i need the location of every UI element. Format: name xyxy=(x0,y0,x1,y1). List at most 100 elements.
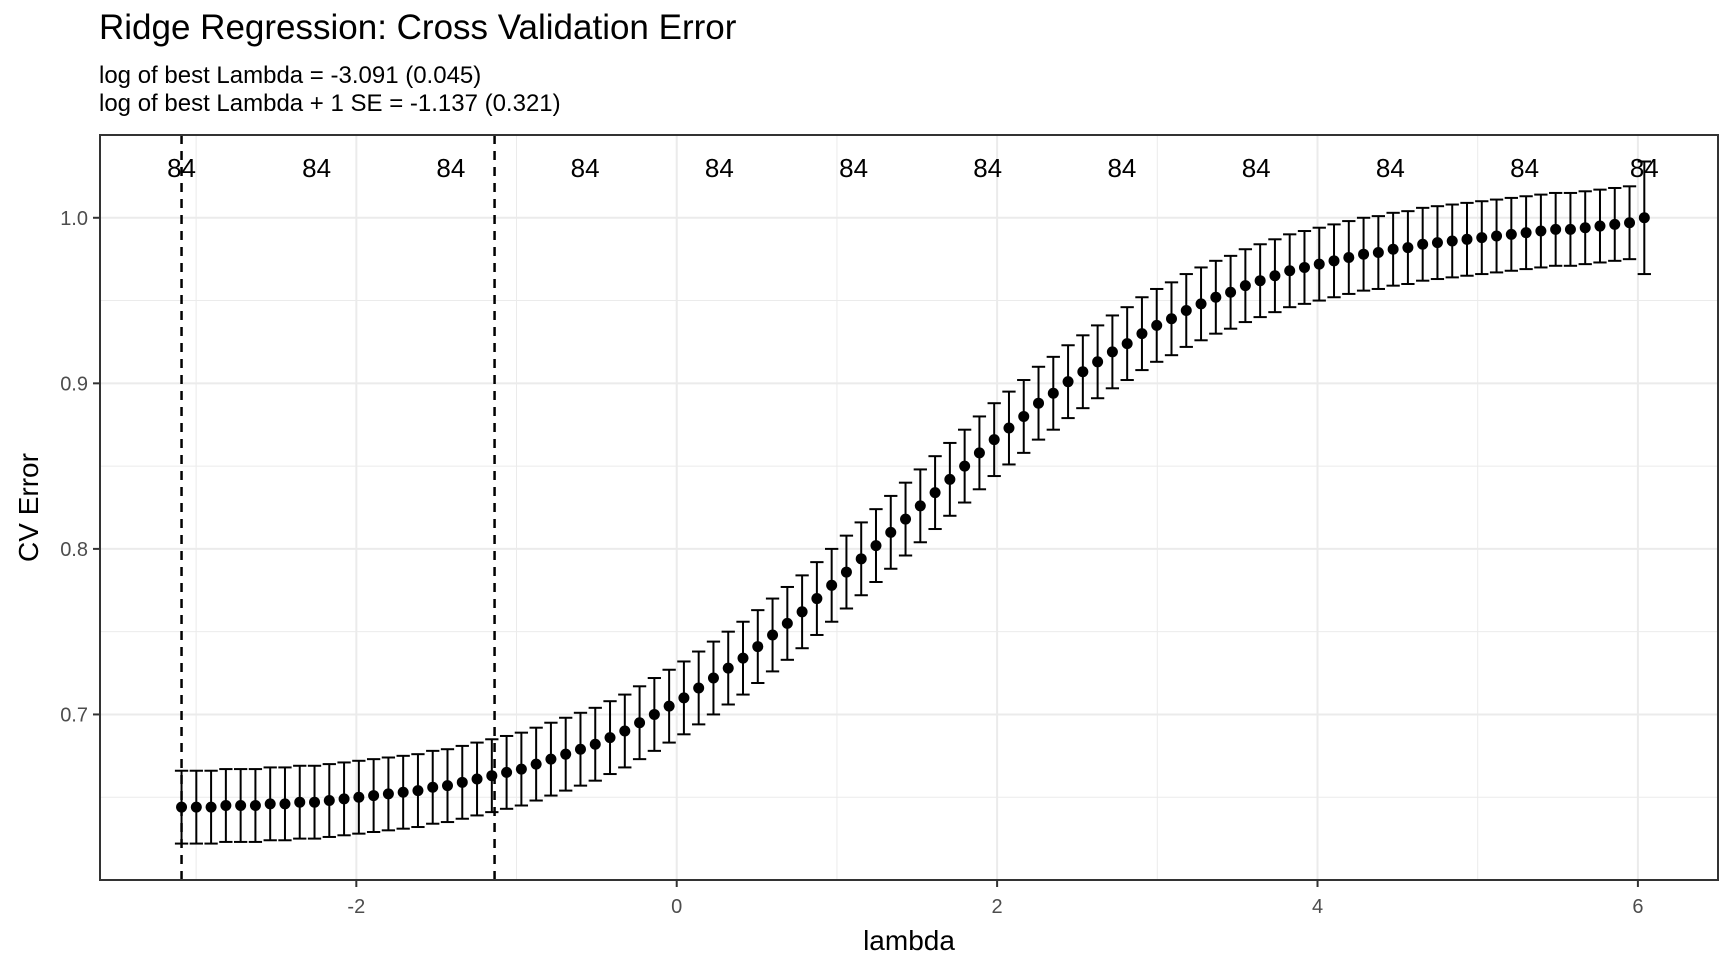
data-point xyxy=(560,748,572,760)
x-tick-label: 0 xyxy=(671,896,682,918)
data-point xyxy=(471,773,483,785)
data-point xyxy=(1624,217,1636,229)
data-point xyxy=(1446,235,1458,247)
data-point xyxy=(1047,387,1059,399)
data-point xyxy=(397,786,409,798)
data-point xyxy=(648,708,660,720)
top-count-label: 84 xyxy=(1376,153,1405,183)
data-point xyxy=(1003,422,1015,434)
data-point xyxy=(1520,227,1532,239)
top-count-label: 84 xyxy=(167,153,196,183)
x-axis-title: lambda xyxy=(863,925,955,956)
data-point xyxy=(368,790,380,802)
data-point xyxy=(294,796,306,808)
data-point xyxy=(1225,286,1237,298)
data-point xyxy=(1136,328,1148,340)
data-point xyxy=(678,692,690,704)
data-point xyxy=(1092,356,1104,368)
data-point xyxy=(545,753,557,765)
data-point xyxy=(1579,222,1591,234)
data-point xyxy=(1269,270,1281,282)
data-point xyxy=(1077,366,1089,378)
data-point xyxy=(1343,252,1355,264)
data-point xyxy=(781,617,793,629)
x-tick-label: -2 xyxy=(347,896,365,918)
data-point xyxy=(959,460,971,472)
chart-subtitle-line-1: log of best Lambda = -3.091 (0.045) xyxy=(99,62,482,89)
data-point xyxy=(1550,223,1562,235)
data-point xyxy=(663,700,675,712)
data-point xyxy=(1210,291,1222,303)
data-point xyxy=(840,566,852,578)
data-point xyxy=(826,579,838,591)
data-point xyxy=(1638,212,1650,224)
data-point xyxy=(176,801,188,813)
data-point xyxy=(574,743,586,755)
data-point xyxy=(486,770,498,782)
data-point xyxy=(767,629,779,641)
top-count-label: 84 xyxy=(1242,153,1271,183)
data-point xyxy=(988,434,1000,446)
x-tick-label: 2 xyxy=(992,896,1003,918)
data-point xyxy=(1461,233,1473,245)
data-point xyxy=(412,785,424,797)
data-point xyxy=(1165,313,1177,325)
data-point xyxy=(441,780,453,792)
plot-panel xyxy=(100,135,1718,880)
y-tick-label: 1.0 xyxy=(60,208,88,230)
data-point xyxy=(382,788,394,800)
data-point xyxy=(1402,242,1414,254)
data-point xyxy=(1254,275,1266,287)
data-point xyxy=(870,540,882,552)
data-point xyxy=(220,800,232,811)
data-point xyxy=(501,766,513,778)
data-point xyxy=(309,796,321,808)
data-point xyxy=(885,526,897,538)
plot-border xyxy=(99,134,1719,881)
data-point xyxy=(1476,232,1488,244)
top-count-label: 84 xyxy=(973,153,1002,183)
data-point xyxy=(1564,223,1576,235)
data-point xyxy=(796,606,808,618)
data-point xyxy=(205,801,217,813)
data-point xyxy=(1151,319,1163,331)
data-point xyxy=(1372,247,1384,259)
data-point xyxy=(338,793,350,805)
data-point xyxy=(1033,397,1045,409)
data-point xyxy=(1491,230,1503,242)
x-tick-label: 6 xyxy=(1632,896,1643,918)
top-count-label: 84 xyxy=(436,153,465,183)
data-point xyxy=(1387,243,1399,255)
data-point xyxy=(1195,298,1207,310)
data-point xyxy=(456,776,468,788)
y-axis-title: CV Error xyxy=(13,453,44,562)
data-point xyxy=(427,781,439,793)
data-point xyxy=(264,798,276,810)
data-point xyxy=(707,672,719,684)
data-point xyxy=(1313,258,1325,270)
data-point xyxy=(722,662,734,674)
chart-subtitle-line-2: log of best Lambda + 1 SE = -1.137 (0.32… xyxy=(99,90,561,117)
data-point xyxy=(353,791,365,803)
data-point xyxy=(1239,280,1251,292)
data-point xyxy=(811,593,823,605)
y-tick-label: 0.7 xyxy=(60,704,88,726)
top-count-label: 84 xyxy=(1630,153,1659,183)
data-point xyxy=(190,801,202,813)
data-point xyxy=(1609,218,1621,230)
data-point xyxy=(855,553,867,565)
data-point xyxy=(235,800,247,811)
x-tick-label: 4 xyxy=(1312,896,1323,918)
data-point xyxy=(619,725,631,737)
data-point xyxy=(973,447,985,459)
top-count-label: 84 xyxy=(839,153,868,183)
data-point xyxy=(914,500,926,512)
data-point xyxy=(323,795,335,807)
data-point xyxy=(1505,228,1517,240)
data-point xyxy=(1106,346,1118,358)
data-point xyxy=(634,717,646,729)
data-point xyxy=(944,473,956,485)
data-point xyxy=(1358,248,1370,260)
